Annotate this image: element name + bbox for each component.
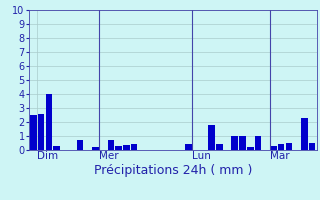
Bar	[231, 136, 238, 150]
Bar	[131, 144, 137, 150]
Bar	[30, 115, 37, 150]
Bar	[76, 140, 83, 150]
Bar	[185, 144, 192, 150]
Bar	[239, 136, 246, 150]
Bar	[255, 136, 261, 150]
Bar	[208, 125, 215, 150]
Bar	[115, 146, 122, 150]
Bar	[108, 140, 114, 150]
Bar	[216, 144, 222, 150]
Bar	[123, 145, 130, 150]
Bar	[286, 143, 292, 150]
Bar	[38, 114, 44, 150]
Bar	[247, 147, 253, 150]
Bar	[278, 144, 284, 150]
X-axis label: Précipitations 24h ( mm ): Précipitations 24h ( mm )	[94, 164, 252, 177]
Bar	[270, 146, 277, 150]
Bar	[309, 143, 316, 150]
Bar	[53, 146, 60, 150]
Bar	[46, 94, 52, 150]
Bar	[301, 118, 308, 150]
Bar	[92, 146, 99, 150]
